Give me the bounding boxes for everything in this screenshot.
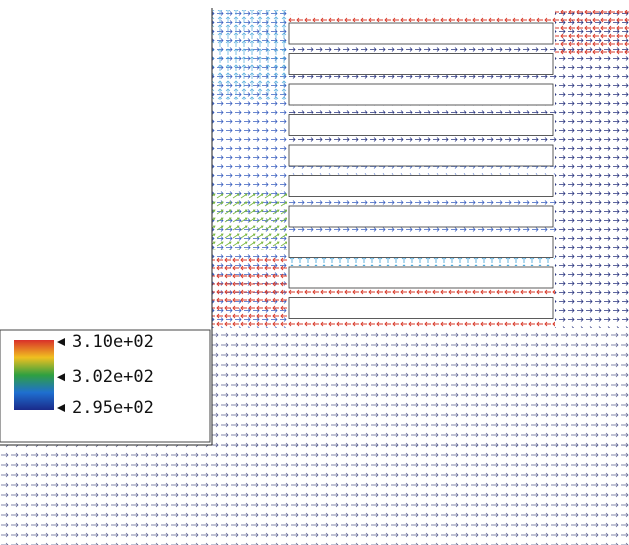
plate	[289, 145, 553, 166]
gap-flow	[287, 167, 555, 175]
plate	[289, 115, 553, 136]
gap-flow	[287, 14, 555, 22]
gap-flow	[287, 197, 555, 205]
lower-field	[212, 328, 629, 448]
plate	[289, 176, 553, 197]
gap-flow	[287, 228, 555, 236]
right-channel-top	[555, 10, 629, 55]
left-channel-mid	[212, 190, 287, 250]
plate	[289, 54, 553, 75]
plate	[289, 84, 553, 105]
gap-flow	[287, 136, 555, 144]
tick-label: 3.10e+02	[72, 332, 154, 352]
plate	[289, 267, 553, 288]
colorbar	[14, 340, 54, 410]
gap-flow	[287, 75, 555, 83]
gap-flow	[287, 106, 555, 114]
gap-flow	[287, 258, 555, 266]
tick-label: 3.02e+02	[72, 367, 154, 387]
gap-flow	[287, 45, 555, 53]
vector-plot: 3.10e+02 3.02e+02 2.95e+02	[0, 0, 629, 545]
tick-label: 2.95e+02	[72, 398, 154, 418]
plate	[289, 237, 553, 258]
colorbar-ticks: 3.10e+02 3.02e+02 2.95e+02	[57, 332, 154, 418]
left-channel-lower	[212, 255, 287, 328]
plate	[289, 23, 553, 44]
left-channel-upper	[212, 10, 287, 100]
gap-flow	[287, 319, 555, 327]
plate	[289, 206, 553, 227]
plate	[289, 298, 553, 319]
inlet-field	[0, 445, 629, 545]
right-channel	[555, 10, 629, 328]
gap-flow	[287, 289, 555, 297]
